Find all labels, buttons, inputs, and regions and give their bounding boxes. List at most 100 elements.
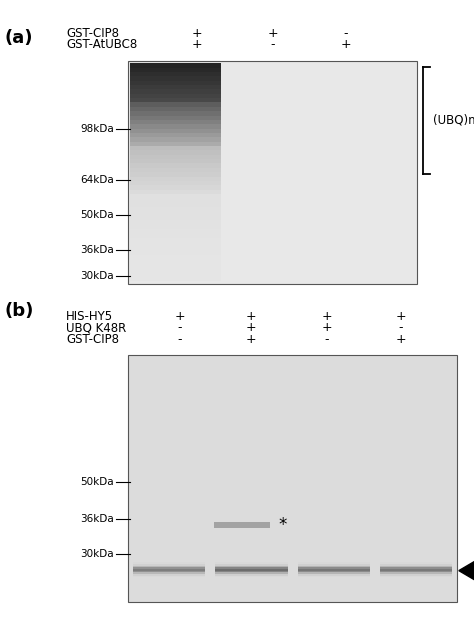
Bar [130, 233, 220, 238]
Bar [130, 63, 220, 68]
Text: +: + [191, 38, 202, 51]
Bar [298, 576, 370, 578]
Text: +: + [322, 310, 332, 323]
Bar [133, 560, 205, 562]
Bar [380, 569, 453, 571]
Bar [130, 259, 220, 264]
Bar [130, 102, 220, 107]
Bar [130, 250, 220, 255]
Bar [130, 68, 220, 72]
Bar [130, 111, 220, 116]
Text: GST-AtUBC8: GST-AtUBC8 [66, 38, 137, 51]
Text: (a): (a) [5, 29, 33, 47]
Bar [380, 562, 453, 564]
Bar [130, 268, 220, 272]
Bar [215, 576, 288, 578]
Bar [133, 569, 205, 571]
Text: -: - [344, 27, 348, 40]
Bar [130, 116, 220, 120]
Bar [130, 81, 220, 85]
Bar [130, 255, 220, 259]
Bar [130, 137, 220, 142]
Bar [133, 566, 205, 567]
Text: 30kDa: 30kDa [80, 271, 114, 281]
Bar [130, 190, 220, 194]
Bar [130, 76, 220, 81]
Bar [130, 159, 220, 164]
Bar [298, 573, 370, 574]
Text: (b): (b) [5, 302, 34, 320]
Bar [380, 573, 453, 574]
Bar [130, 220, 220, 224]
Text: -: - [270, 38, 275, 51]
Text: +: + [395, 333, 406, 346]
Bar [215, 560, 288, 562]
Bar [130, 85, 220, 89]
Text: +: + [191, 27, 202, 40]
Bar [215, 564, 288, 566]
Bar [130, 120, 220, 124]
Bar [130, 94, 220, 98]
Bar [215, 569, 288, 571]
Bar [130, 176, 220, 181]
Text: 50kDa: 50kDa [80, 210, 114, 220]
Bar [130, 142, 220, 146]
Text: 30kDa: 30kDa [80, 549, 114, 559]
Bar [380, 567, 453, 569]
Bar [380, 576, 453, 578]
Bar [298, 560, 370, 562]
Text: *: * [278, 516, 287, 534]
Bar [130, 277, 220, 281]
Text: 98kDa: 98kDa [80, 124, 114, 134]
Bar [215, 562, 288, 564]
Bar [215, 566, 288, 567]
Text: -: - [325, 333, 329, 346]
Bar [298, 569, 370, 571]
Bar [130, 172, 220, 176]
Bar [130, 98, 220, 102]
Bar [130, 229, 220, 233]
Bar [130, 107, 220, 111]
Bar [133, 564, 205, 566]
Bar [133, 578, 205, 579]
Bar [130, 168, 220, 172]
Bar [298, 571, 370, 573]
Text: 50kDa: 50kDa [80, 477, 114, 488]
Bar [130, 216, 220, 220]
Bar [215, 579, 288, 581]
Bar [215, 574, 288, 576]
Text: 36kDa: 36kDa [80, 514, 114, 524]
Text: (UBQ)n: (UBQ)n [433, 114, 474, 127]
Bar [130, 89, 220, 94]
Bar [380, 578, 453, 579]
Bar [380, 560, 453, 562]
Bar [214, 522, 270, 528]
Bar [298, 578, 370, 579]
Bar [130, 164, 220, 168]
Bar [133, 567, 205, 569]
Bar [215, 573, 288, 574]
Text: +: + [395, 310, 406, 323]
Text: +: + [246, 321, 256, 334]
Text: +: + [246, 310, 256, 323]
Bar [130, 155, 220, 159]
Bar [130, 150, 220, 155]
Bar [130, 224, 220, 229]
Text: UBQ K48R: UBQ K48R [66, 321, 127, 334]
Text: GST-CIP8: GST-CIP8 [66, 333, 119, 346]
Bar [130, 185, 220, 190]
Bar [215, 578, 288, 579]
Bar [130, 238, 220, 242]
Bar [380, 564, 453, 566]
Bar [298, 564, 370, 566]
Bar [130, 272, 220, 277]
Bar [298, 579, 370, 581]
Bar [130, 133, 220, 137]
Bar [133, 571, 205, 573]
Bar [133, 573, 205, 574]
Bar [130, 181, 220, 185]
Bar [215, 567, 288, 569]
Bar [130, 264, 220, 268]
Bar [380, 566, 453, 567]
Bar [130, 212, 220, 216]
